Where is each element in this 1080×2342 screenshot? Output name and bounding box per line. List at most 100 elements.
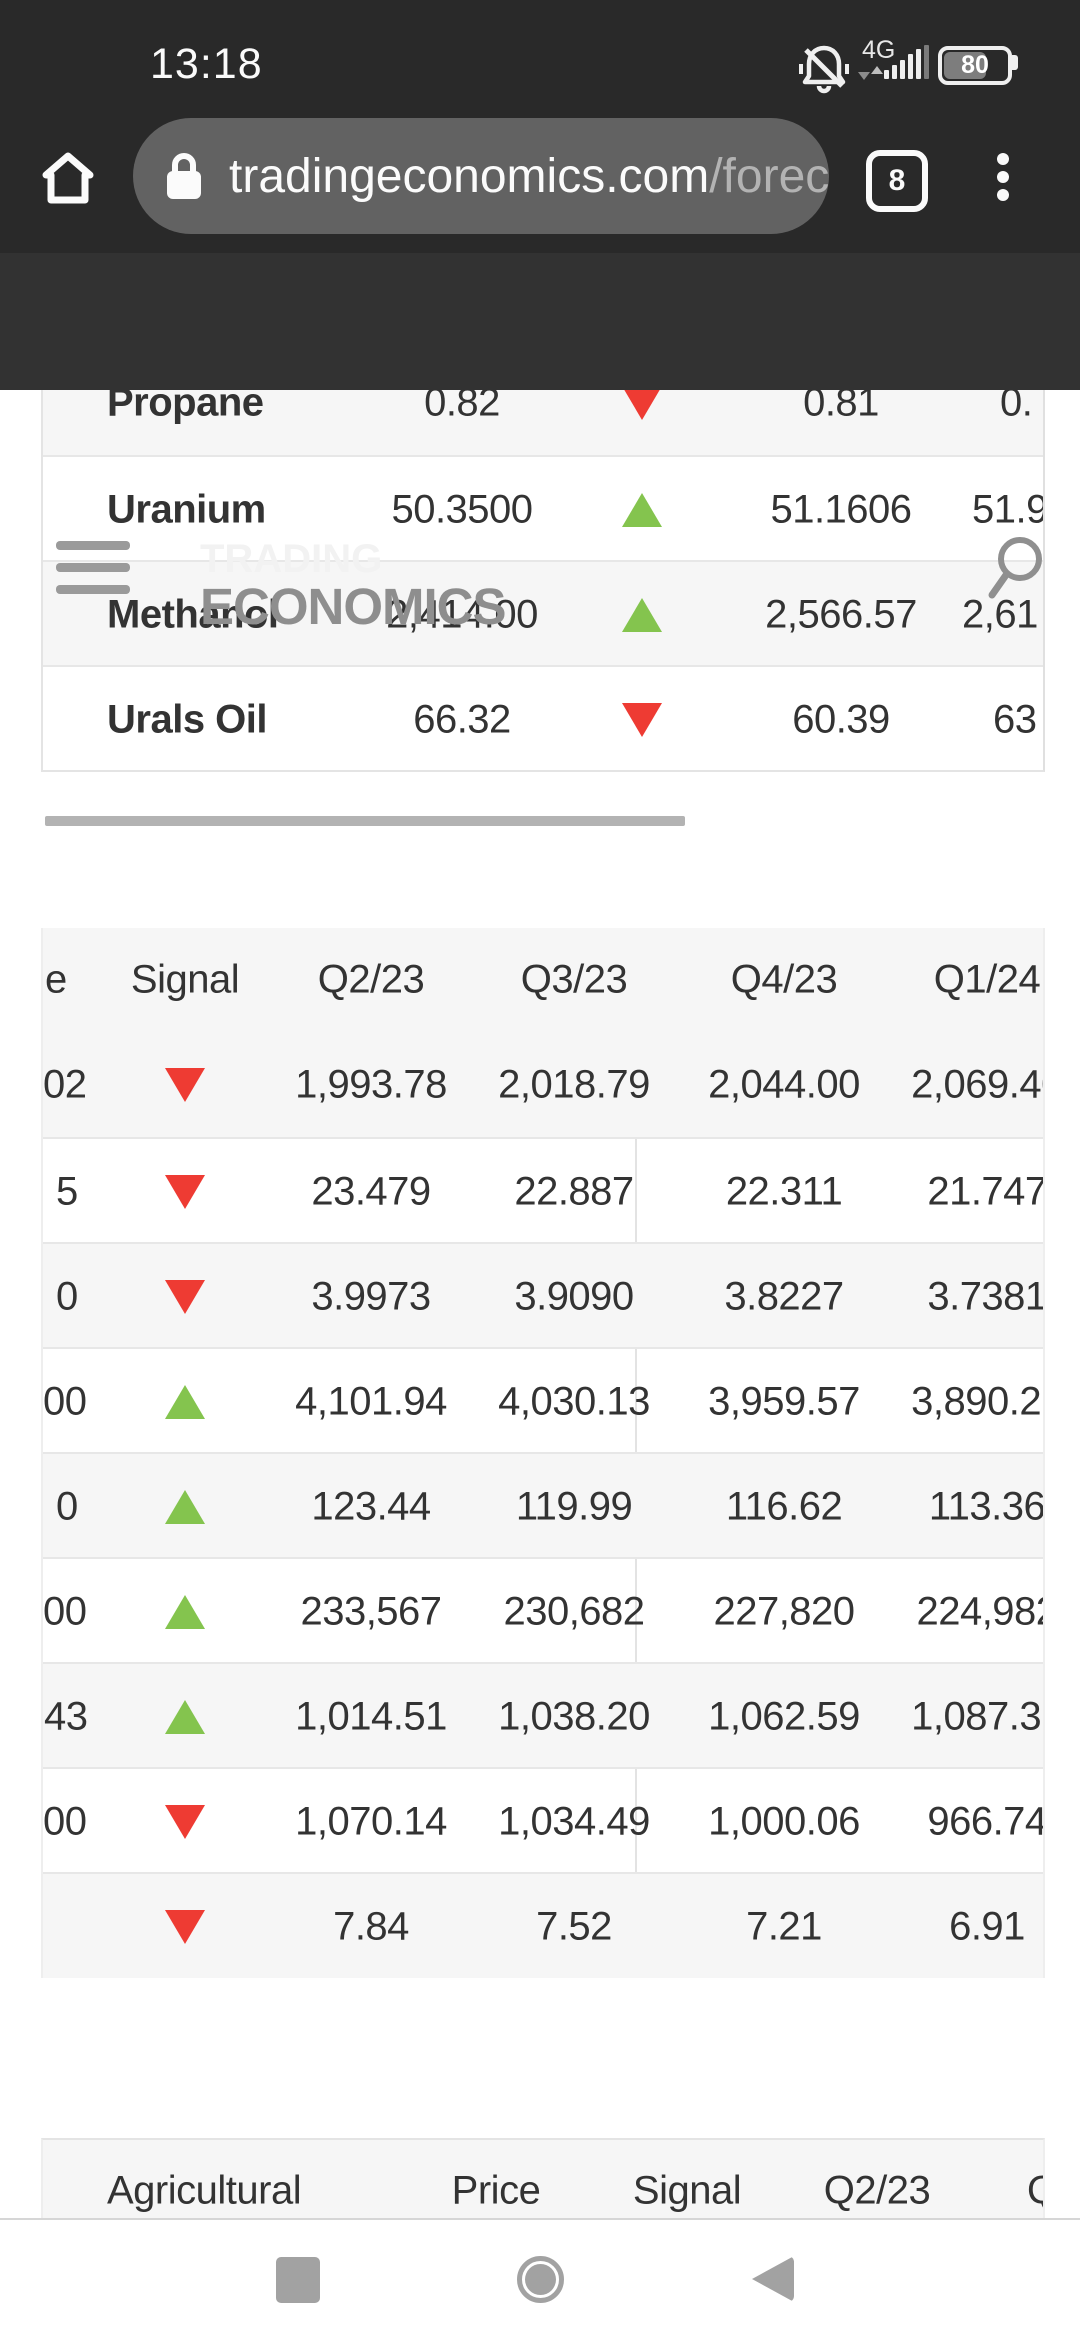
q4-value: 3.8227: [724, 1274, 844, 1318]
signal-icon: [622, 702, 662, 737]
browser-chrome: 13:18 4G 80 tradingeconomics.com/forec: [0, 0, 1080, 253]
signal-icon: [622, 492, 662, 527]
q4-value: 116.62: [725, 1484, 843, 1528]
header-signal: Signal: [130, 957, 240, 1002]
commodity-price: 2,414.00: [386, 592, 538, 636]
url-text[interactable]: tradingeconomics.com/forec: [229, 118, 829, 234]
tab-count: 8: [888, 164, 906, 197]
q3-value: 22.887: [514, 1169, 634, 1213]
header-q3-23-clipped: Q3/23: [1027, 2169, 1043, 2214]
q2-value: 7.84: [333, 1904, 409, 1948]
signal-icon: [165, 1279, 205, 1314]
commodity-name[interactable]: Urals Oil: [107, 697, 268, 741]
horizontal-scrollbar[interactable]: [45, 816, 685, 826]
browser-menu-button[interactable]: [997, 153, 1009, 201]
home-circle-fill: [525, 2264, 556, 2295]
commodity-name[interactable]: Uranium: [107, 487, 266, 531]
q2-value: 1,993.78: [295, 1062, 447, 1106]
forecast-value: 51.1606: [770, 487, 912, 531]
commodity-price: 50.3500: [391, 487, 533, 531]
q3-value: 2,018.79: [498, 1062, 650, 1106]
header-q2-23: Q2/23: [317, 957, 425, 1002]
signal-icon: [165, 1384, 205, 1419]
site-header: TRADING ECONOMICS: [0, 253, 1080, 635]
q3-value: 4,030.13: [498, 1379, 650, 1423]
price-clipped: 43: [44, 1694, 88, 1738]
signal-icon: [165, 1909, 205, 1944]
q2-value: 4,101.94: [295, 1379, 447, 1423]
recents-button[interactable]: [276, 2257, 320, 2303]
table-row[interactable]: 43 1,014.51 1,038.20 1,062.59 1,087.37: [43, 1662, 1043, 1769]
q1-value: 3,890.27: [911, 1379, 1043, 1423]
tab-switcher-button[interactable]: 8: [866, 150, 928, 212]
site-logo-line1[interactable]: TRADING: [200, 537, 383, 581]
q1-value: 966.74: [927, 1799, 1045, 1843]
header-price-clipped: e: [45, 957, 67, 1002]
q1-value: 1,087.37: [911, 1694, 1043, 1738]
q4-value: 22.311: [725, 1169, 843, 1213]
table-row[interactable]: 7.84 7.52 7.21 6.91: [43, 1872, 1043, 1978]
signal-strength-icon: [884, 45, 932, 79]
price-clipped: 0: [56, 1274, 78, 1318]
forecast-value-clipped: 2,61: [962, 592, 1038, 636]
table-row[interactable]: 0 123.44 119.99 116.62 113.36: [43, 1452, 1043, 1559]
forecast-value-clipped: 63: [993, 697, 1037, 741]
header-q3-23: Q3/23: [520, 957, 628, 1002]
url-bar[interactable]: tradingeconomics.com/forec: [133, 118, 829, 234]
header-q2-23: Q2/23: [823, 2168, 931, 2213]
table-row[interactable]: 00 1,070.14 1,034.49 1,000.06 966.74: [43, 1767, 1043, 1874]
forecast-value: 60.39: [792, 697, 890, 741]
price-clipped: 5: [56, 1169, 78, 1213]
q4-value: 3,959.57: [708, 1379, 860, 1423]
q2-value: 123.44: [311, 1484, 431, 1528]
q1-value: 3.7381: [927, 1274, 1045, 1318]
signal-icon: [622, 385, 662, 420]
forecast-table-header: e Signal Q2/23 Q3/23 Q4/23 Q1/24: [43, 928, 1043, 1034]
header-price: Price: [451, 2168, 541, 2213]
signal-icon: [622, 597, 662, 632]
header-q1-24: Q1/24: [933, 957, 1041, 1002]
q1-value: 113.36: [928, 1484, 1045, 1528]
site-logo-line2[interactable]: ECONOMICS: [200, 578, 507, 635]
search-icon[interactable]: [984, 535, 1046, 605]
home-button[interactable]: [40, 149, 96, 207]
back-button[interactable]: [752, 2256, 794, 2302]
signal-icon: [165, 1804, 205, 1839]
table-row[interactable]: 00 4,101.94 4,030.13 3,959.57 3,890.27: [43, 1347, 1043, 1454]
table-row[interactable]: 02 1,993.78 2,018.79 2,044.00 2,069.40: [43, 1032, 1043, 1137]
home-nav-button[interactable]: [517, 2256, 564, 2303]
commodity-name[interactable]: Methanol: [107, 592, 279, 636]
price-clipped: 02: [43, 1062, 87, 1106]
battery-percent: 80: [961, 51, 989, 79]
q2-value: 3.9973: [311, 1274, 431, 1318]
q1-value: 6.91: [949, 1904, 1025, 1948]
q3-value: 7.52: [536, 1904, 612, 1948]
table-row[interactable]: 5 23.479 22.887 22.311 21.747: [43, 1137, 1043, 1244]
table-row[interactable]: 0 3.9973 3.9090 3.8227 3.7381: [43, 1242, 1043, 1349]
q3-value: 3.9090: [514, 1274, 634, 1318]
header-agricultural: Agricultural: [107, 2168, 302, 2213]
q3-value: 1,034.49: [498, 1799, 650, 1843]
table-row[interactable]: Methanol 2,414.00 2,566.57 2,61: [43, 560, 1043, 667]
table-row[interactable]: 00 233,567 230,682 227,820 224,982: [43, 1557, 1043, 1664]
url-path: /forec: [709, 149, 829, 203]
table-row[interactable]: Urals Oil 66.32 60.39 63: [43, 665, 1043, 770]
signal-icon: [165, 1489, 205, 1524]
signal-icon: [165, 1594, 205, 1629]
q1-value: 224,982: [916, 1589, 1045, 1633]
q4-value: 227,820: [713, 1589, 855, 1633]
q3-value: 1,038.20: [498, 1694, 650, 1738]
q3-value: 119.99: [515, 1484, 633, 1528]
q3-value: 230,682: [503, 1589, 645, 1633]
q2-value: 1,014.51: [295, 1694, 447, 1738]
table-row[interactable]: Uranium 50.3500 51.1606 51.9: [43, 455, 1043, 562]
status-time: 13:18: [150, 40, 263, 88]
price-clipped: 00: [43, 1379, 87, 1423]
price-clipped: 00: [43, 1589, 87, 1633]
forecast-table: e Signal Q2/23 Q3/23 Q4/23 Q1/24 02 1,99…: [41, 928, 1045, 1978]
menu-icon[interactable]: [56, 541, 130, 594]
q2-value: 1,070.14: [295, 1799, 447, 1843]
signal-icon: [165, 1067, 205, 1102]
q2-value: 233,567: [300, 1589, 442, 1633]
commodity-price: 66.32: [413, 697, 511, 741]
